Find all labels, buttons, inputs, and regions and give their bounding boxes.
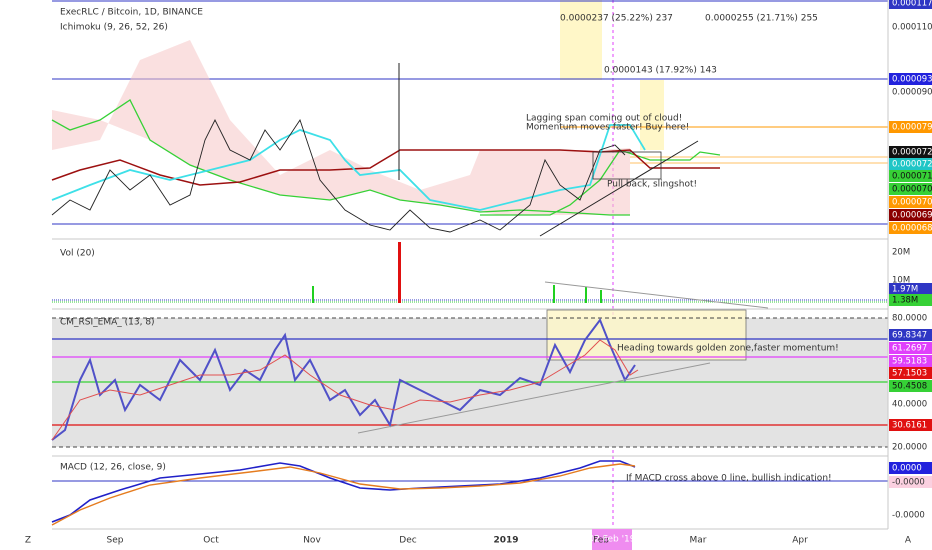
axis-label: 0.0001175 (892, 0, 932, 9)
measure-label: 0.0000255 (21.71%) 255 (705, 14, 818, 24)
rsi-ema (51, 339, 639, 441)
axis-label: 0.0000723 (892, 148, 932, 158)
axis-tag (889, 121, 932, 133)
axis-label: 30.6161 (892, 421, 927, 431)
auto-scale-button[interactable]: A (905, 536, 912, 546)
annotation: Pull back, slingshot! (607, 180, 697, 190)
axis-tag (889, 329, 932, 341)
axis-tag (889, 283, 932, 295)
time-label: Apr (792, 536, 808, 546)
axis-label: 0.0000719 (892, 172, 932, 182)
axis-tag (889, 294, 932, 306)
lagging-span (51, 118, 626, 233)
axis-label: 1.38M (892, 296, 918, 306)
axis-tag (889, 222, 932, 234)
axis-label: 69.8347 (892, 331, 927, 341)
cursor-date[interactable]: 02 Feb '19 (588, 535, 635, 545)
trend-line (539, 140, 699, 237)
axis-tag (889, 342, 932, 354)
axis-label: 0.0000723 (892, 160, 932, 170)
trend-line (544, 281, 769, 309)
axis-tag (889, 380, 932, 392)
measure-label: 0.0000143 (17.92%) 143 (604, 66, 717, 76)
rsi-line (51, 317, 636, 441)
span-b (51, 99, 630, 216)
axis-label: 0.0000702 (892, 198, 932, 208)
annotation: If MACD cross above 0 line, bullish indi… (626, 474, 832, 484)
panel-title: Vol (20) (60, 249, 95, 259)
macd-line (51, 460, 636, 523)
measure-box (560, 0, 602, 80)
axis-tag (889, 419, 932, 431)
volume-spike (600, 290, 602, 303)
volume-spike (553, 285, 555, 303)
measure-label: 0.0000237 (25.22%) 237 (560, 14, 673, 24)
time-label: Sep (107, 536, 124, 546)
volume-spike (398, 242, 401, 303)
time-label: Mar (690, 536, 707, 546)
time-label: 2019 (493, 536, 518, 546)
time-label: Nov (303, 536, 321, 546)
axis-label: -0.0000 (892, 511, 925, 521)
axis-tag (889, 367, 932, 379)
axis-tag (889, 0, 932, 9)
axis-label: 61.2697 (892, 344, 927, 354)
axis-label: 20.0000 (892, 443, 927, 453)
panel-title: CM_RSI_EMA_ (13, 8) (60, 318, 155, 328)
signal-line (51, 463, 636, 526)
cursor-date-bg (592, 529, 632, 550)
annotation: Heading towards golden zone,faster momen… (617, 344, 839, 354)
axis-tag (889, 476, 932, 488)
time-label: Oct (203, 536, 219, 546)
trend-line (357, 362, 711, 434)
axis-label: -0.0000 (892, 478, 925, 488)
axis-tag (889, 170, 932, 182)
measure-box (640, 80, 664, 150)
tenkan (51, 124, 646, 211)
panel-title: MACD (12, 26, close, 9) (60, 463, 166, 473)
axis-label: 1.97M (892, 285, 918, 295)
axis-label: 0.0000 (892, 464, 922, 474)
axis-label: 80.0000 (892, 314, 927, 324)
axis-tag (889, 196, 932, 208)
time-label: Dec (399, 536, 416, 546)
volume-spike (312, 286, 314, 303)
axis-label: 0.0000938 (892, 75, 932, 85)
axis-tag (889, 209, 932, 221)
ichimoku-cloud (52, 40, 630, 215)
axis-label: 40.0000 (892, 400, 927, 410)
panel-title: Ichimoku (9, 26, 52, 26) (60, 23, 168, 33)
axis-label: 57.1503 (892, 369, 927, 379)
axis-label: 0.0000706 (892, 185, 932, 195)
axis-tag (889, 355, 932, 367)
axis-tag (889, 462, 932, 474)
axis-label: 0.0000796 (892, 123, 932, 133)
panel-title: ExecRLC / Bitcoin, 1D, BINANCE (60, 8, 203, 18)
annotation-box (592, 151, 662, 180)
annotation: Momentum moves faster! Buy here! (526, 123, 689, 133)
axis-tag (889, 73, 932, 85)
axis-label: 20M (892, 248, 910, 258)
axis-tag (889, 146, 932, 158)
axis-label: 50.4508 (892, 382, 927, 392)
time-label: Feb (593, 536, 609, 546)
axis-label: 0.0000682 (892, 224, 932, 234)
axis-label: 0.0000693 (892, 211, 932, 221)
zoom-button[interactable]: Z (25, 536, 31, 546)
volume-spike (585, 287, 587, 303)
axis-tag (889, 183, 932, 195)
axis-label: 10M (892, 276, 910, 286)
axis-tag (889, 158, 932, 170)
annotation: Lagging span coming out of cloud! (526, 114, 682, 124)
axis-label: 59.5183 (892, 357, 927, 367)
